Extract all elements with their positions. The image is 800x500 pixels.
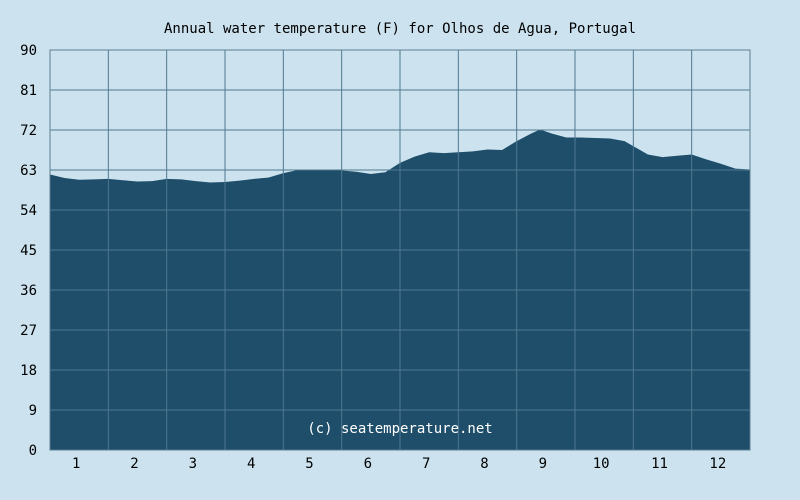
y-tick-label: 0: [29, 443, 37, 459]
y-tick-label: 27: [20, 323, 37, 339]
x-tick-label: 6: [364, 456, 372, 472]
x-tick-label: 11: [651, 456, 668, 472]
x-tick-label: 5: [305, 456, 313, 472]
y-tick-label: 72: [20, 123, 37, 139]
x-tick-label: 7: [422, 456, 430, 472]
x-tick-label: 9: [539, 456, 547, 472]
y-tick-label: 36: [20, 283, 37, 299]
y-tick-label: 63: [20, 163, 37, 179]
watermark: (c) seatemperature.net: [307, 421, 492, 437]
chart-title: Annual water temperature (F) for Olhos d…: [164, 21, 636, 37]
x-tick-label: 2: [130, 456, 138, 472]
y-tick-label: 81: [20, 83, 37, 99]
x-tick-label: 3: [189, 456, 197, 472]
y-tick-label: 45: [20, 243, 37, 259]
y-tick-label: 54: [20, 203, 37, 219]
x-tick-label: 4: [247, 456, 255, 472]
y-tick-label: 90: [20, 43, 37, 59]
plot-frame: [49, 49, 751, 451]
x-tick-label: 12: [709, 456, 726, 472]
x-tick-label: 8: [480, 456, 488, 472]
y-tick-label: 9: [29, 403, 37, 419]
x-tick-label: 1: [72, 456, 80, 472]
x-tick-label: 10: [593, 456, 610, 472]
y-tick-label: 18: [20, 363, 37, 379]
